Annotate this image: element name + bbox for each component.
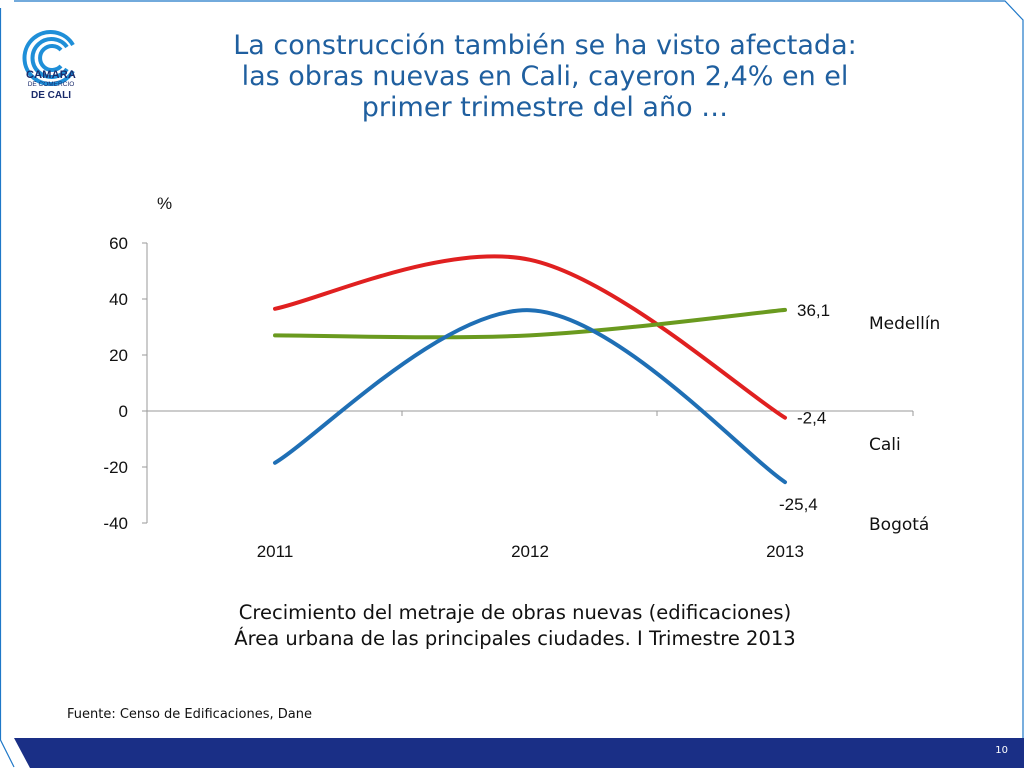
legend-label: Medellín xyxy=(869,314,940,334)
series-line-bogot xyxy=(273,308,787,485)
y-tick-label: 40 xyxy=(109,290,128,309)
legend-label: Bogotá xyxy=(869,515,929,535)
series-line-cali xyxy=(273,307,787,340)
line-chart: % 60 40 20 0 -20 -40 2011 2012 2013 -2,4 36,1 -25,4 M… xyxy=(103,194,940,561)
y-axis-label: % xyxy=(157,194,172,213)
legend-label: Cali xyxy=(869,435,901,455)
slide-title: La construcción también se ha visto afec… xyxy=(150,30,940,123)
footer-bar xyxy=(14,738,1024,768)
y-tick-label: -40 xyxy=(103,514,128,533)
y-tick-label: 60 xyxy=(109,234,128,253)
slide-title-line: las obras nuevas en Cali, cayeron 2,4% e… xyxy=(241,61,849,92)
source-note: Fuente: Censo de Edificaciones, Dane xyxy=(67,707,312,722)
y-tick-label: 0 xyxy=(119,402,128,421)
page-number: 10 xyxy=(995,745,1008,756)
chart-caption-line: Crecimiento del metraje de obras nuevas … xyxy=(238,601,792,624)
logo-text-line1: CAMARA xyxy=(25,69,77,81)
x-tick-label: 2013 xyxy=(766,542,804,561)
camara-comercio-logo-icon xyxy=(22,30,75,86)
x-tick-label: 2011 xyxy=(257,542,294,561)
y-tick-label: -20 xyxy=(103,458,128,477)
x-tick-label: 2012 xyxy=(511,542,549,561)
logo-text-line3: DE CALI xyxy=(31,90,71,101)
y-tick-label: 20 xyxy=(109,346,128,365)
data-label: 36,1 xyxy=(797,301,830,320)
slide-title-line: La construcción también se ha visto afec… xyxy=(233,30,857,61)
slide-title-line: primer trimestre del año … xyxy=(361,92,729,123)
series-line-medelln xyxy=(273,254,787,420)
data-label: -25,4 xyxy=(779,495,818,514)
chart-caption: Crecimiento del metraje de obras nuevas … xyxy=(150,600,880,652)
logo-text-line2: DE COMERCIO xyxy=(27,81,75,88)
data-label: -2,4 xyxy=(797,409,826,428)
chart-caption-line: Área urbana de las principales ciudades.… xyxy=(234,627,796,650)
